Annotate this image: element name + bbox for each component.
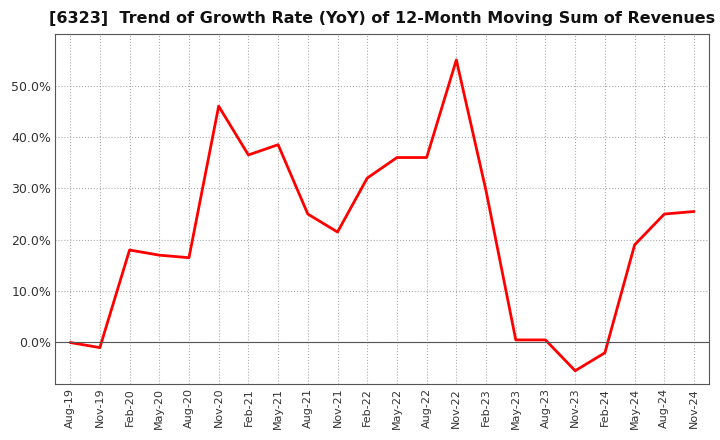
Title: [6323]  Trend of Growth Rate (YoY) of 12-Month Moving Sum of Revenues: [6323] Trend of Growth Rate (YoY) of 12-… bbox=[49, 11, 715, 26]
